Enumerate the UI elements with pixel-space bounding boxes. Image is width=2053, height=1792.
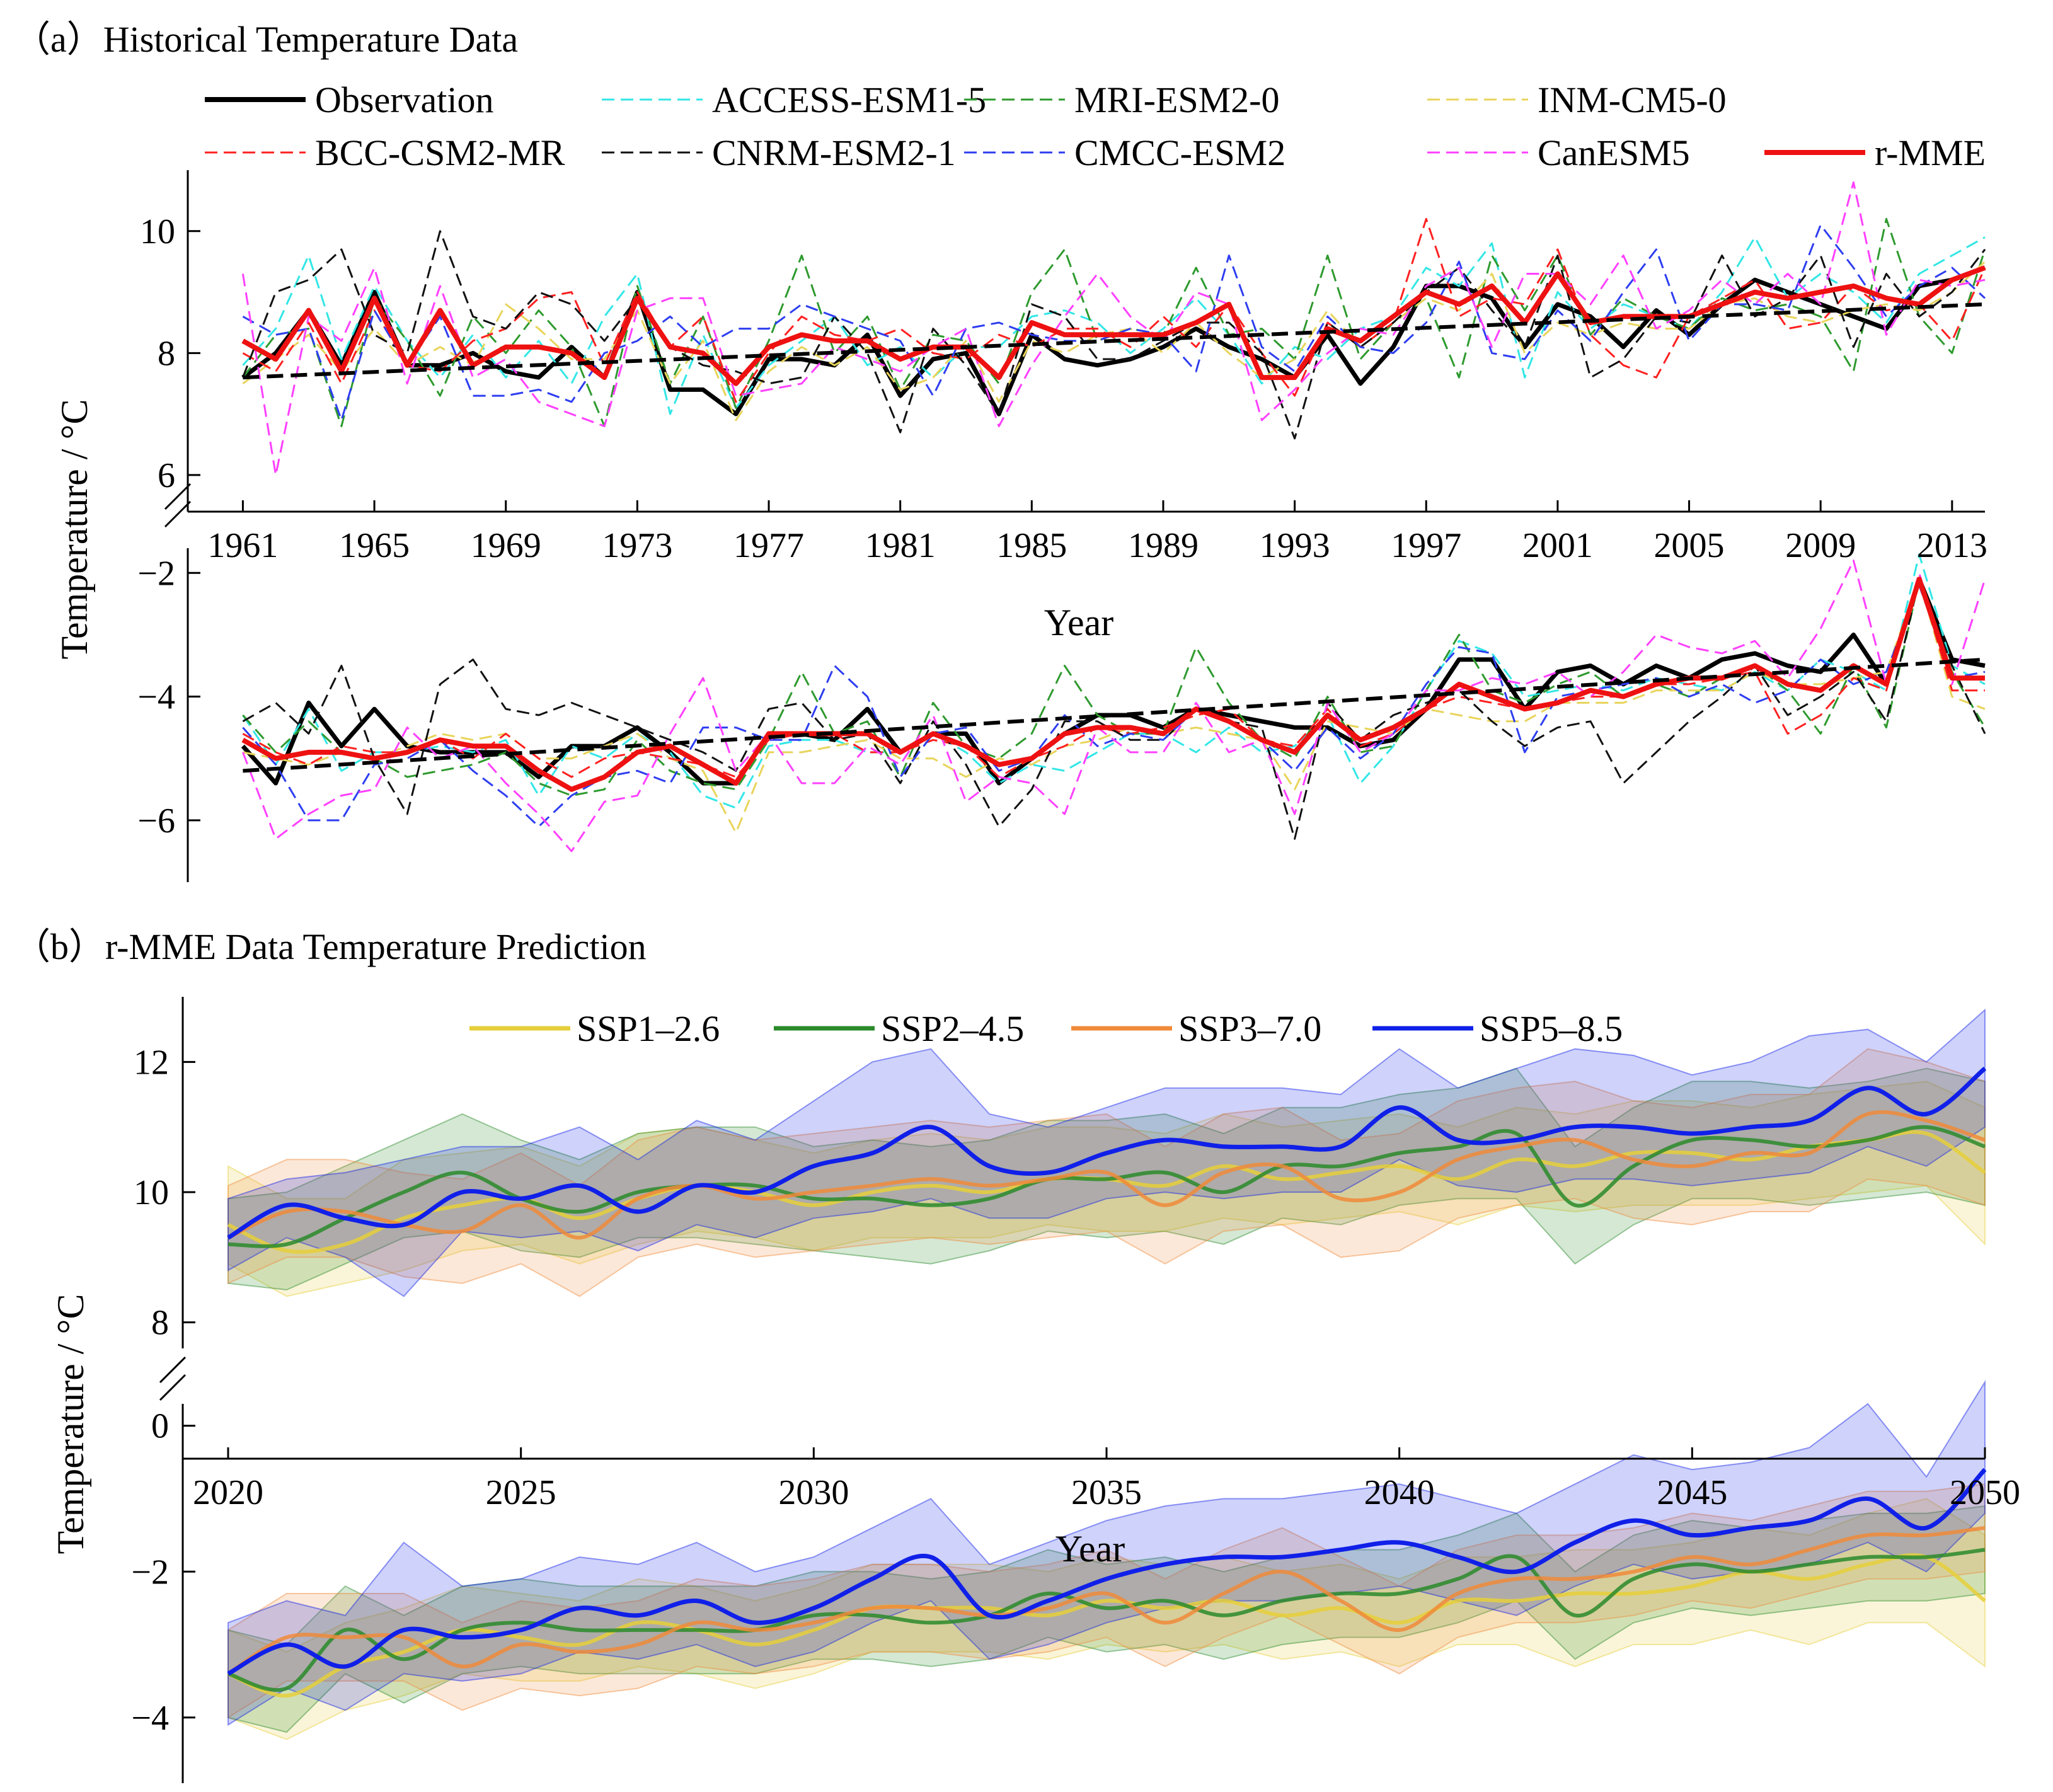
x-tick-label: 1965 (339, 526, 410, 565)
panel-a-y-label: Temperature / °C (54, 399, 95, 660)
series-r-mme-upper (241, 265, 1986, 386)
x-tick-label: 2030 (778, 1473, 849, 1512)
series-canesm5-lower (241, 560, 1986, 853)
x-tick-label: 1993 (1260, 526, 1330, 565)
legend-label-ssp3-7-0: SSP3–7.0 (1178, 1008, 1321, 1049)
series-ssp5-8-5-lower (227, 1467, 1987, 1676)
x-tick-label: 1969 (471, 526, 541, 565)
x-tick-label: 2001 (1522, 526, 1593, 565)
series-cmcc-esm2-upper (242, 224, 1986, 422)
x-tick-label: 2020 (193, 1473, 263, 1512)
series-observation-upper (241, 265, 1986, 416)
x-tick-label: 1989 (1128, 526, 1199, 565)
lower-trend-line (243, 657, 1986, 773)
legend-label-cmcc-esm2: CMCC-ESM2 (1074, 132, 1285, 173)
x-tick-label: 2025 (486, 1473, 556, 1512)
panel-b: 8 10 12 0 −2 −4 2020 2025 2030 2035 2040 2045 2050 Ye… (50, 997, 2020, 1783)
y-tick-label: 0 (151, 1407, 169, 1446)
series-ssp2-4-5-lower (227, 1548, 1986, 1692)
legend-label-ssp5-8-5: SSP5–8.5 (1480, 1008, 1623, 1049)
x-tick-label: 1997 (1391, 526, 1461, 565)
legend-label-access-esm1-5: ACCESS-ESM1-5 (712, 79, 986, 120)
series-cnrm-esm2-1-lower (242, 578, 1986, 840)
legend-label-canesm5: CanESM5 (1538, 132, 1690, 173)
series-ssp1-2-6-lower (227, 1553, 1986, 1698)
series-canesm5-upper (241, 181, 1986, 476)
band-ssp5-8-5-lower (227, 1379, 1986, 1726)
x-tick-label: 1981 (865, 526, 936, 565)
y-tick-label: −6 (137, 801, 175, 841)
series-cnrm-esm2-1-upper (242, 230, 1986, 440)
panel-b-title: （b）r-MME Data Temperature Prediction (14, 926, 647, 967)
band-ssp2-4-5-lower (227, 1505, 1986, 1733)
x-tick-label: 1977 (733, 526, 804, 565)
series-ssp5-8-5-upper (227, 1066, 1987, 1240)
upper-trend-line (243, 302, 1986, 380)
axis-break-mark (159, 1374, 187, 1401)
y-tick-label: −4 (137, 678, 175, 717)
legend-a: Observation ACCESS-ESM1-5 MRI-ESM2-0 INM-CM… (205, 79, 1986, 173)
legend-label-inm-cm5-0: INM-CM5-0 (1538, 79, 1727, 120)
legend-b: SSP1–2.6 SSP2–4.5 SSP3–7.0 SSP5–8.5 (469, 1008, 1623, 1049)
legend-label-bcc-csm2-mr: BCC-CSM2-MR (315, 132, 565, 173)
x-tick-label: 1985 (996, 526, 1067, 565)
panel-a-lower-plot: −2 −4 −6 (137, 548, 1986, 882)
y-tick-label: 8 (151, 1304, 169, 1343)
x-tick-label: 1961 (207, 526, 278, 565)
y-tick-label: −2 (137, 554, 175, 593)
y-tick-label: 10 (140, 212, 175, 251)
panel-b-lower-plot: 0 −2 −4 (131, 1379, 1987, 1783)
series-inm-cm5-0-upper (242, 261, 1986, 422)
legend-label-r-mme: r-MME (1875, 132, 1986, 173)
y-tick-label: −4 (131, 1699, 169, 1738)
series-ssp3-7-0-upper (227, 1110, 1986, 1240)
x-tick-label: 2045 (1657, 1473, 1727, 1512)
legend-label-observation: Observation (315, 79, 494, 120)
series-access-esm1-5-lower (242, 553, 1986, 809)
y-tick-label: 10 (134, 1173, 169, 1212)
panel-a: 6 8 10 −2 −4 −6 1961 1965 1969 1973 1977 1981 1985 19… (54, 170, 1987, 882)
panel-b-x-label: Year (1055, 1528, 1125, 1570)
x-tick-label: 2009 (1785, 526, 1856, 565)
x-tick-label: 1973 (602, 526, 672, 565)
x-tick-label: 2040 (1364, 1473, 1435, 1512)
axis-break-mark (164, 500, 192, 528)
series-r-mme-lower (241, 577, 1985, 792)
panel-b-y-label: Temperature / °C (50, 1294, 91, 1554)
x-tick-label: 2035 (1071, 1473, 1142, 1512)
x-tick-label: 2013 (1917, 526, 1987, 565)
legend-label-cnrm-esm2-1: CNRM-ESM2-1 (712, 132, 956, 173)
series-ssp3-7-0-lower (227, 1525, 1986, 1675)
legend-label-ssp2-4-5: SSP2–4.5 (881, 1008, 1024, 1049)
x-tick-label: 2050 (1950, 1473, 2020, 1512)
y-tick-label: 6 (158, 456, 175, 495)
panel-a-title: （a）Historical Temperature Data (14, 19, 518, 60)
series-mri-esm2-0-lower (242, 578, 1986, 797)
legend-label-mri-esm2-0: MRI-ESM2-0 (1074, 79, 1279, 120)
legend-label-ssp1-2-6: SSP1–2.6 (577, 1008, 720, 1049)
panel-a-upper-plot: 6 8 10 (140, 170, 1986, 512)
panel-b-upper-plot: 8 10 12 (134, 997, 1987, 1348)
axis-break-mark (164, 483, 192, 510)
y-tick-label: 12 (134, 1043, 169, 1082)
y-tick-label: −2 (131, 1553, 169, 1592)
y-tick-label: 8 (158, 334, 175, 373)
panel-a-x-label: Year (1044, 602, 1114, 643)
axis-break-mark (159, 1356, 187, 1384)
x-tick-label: 2005 (1654, 526, 1725, 565)
